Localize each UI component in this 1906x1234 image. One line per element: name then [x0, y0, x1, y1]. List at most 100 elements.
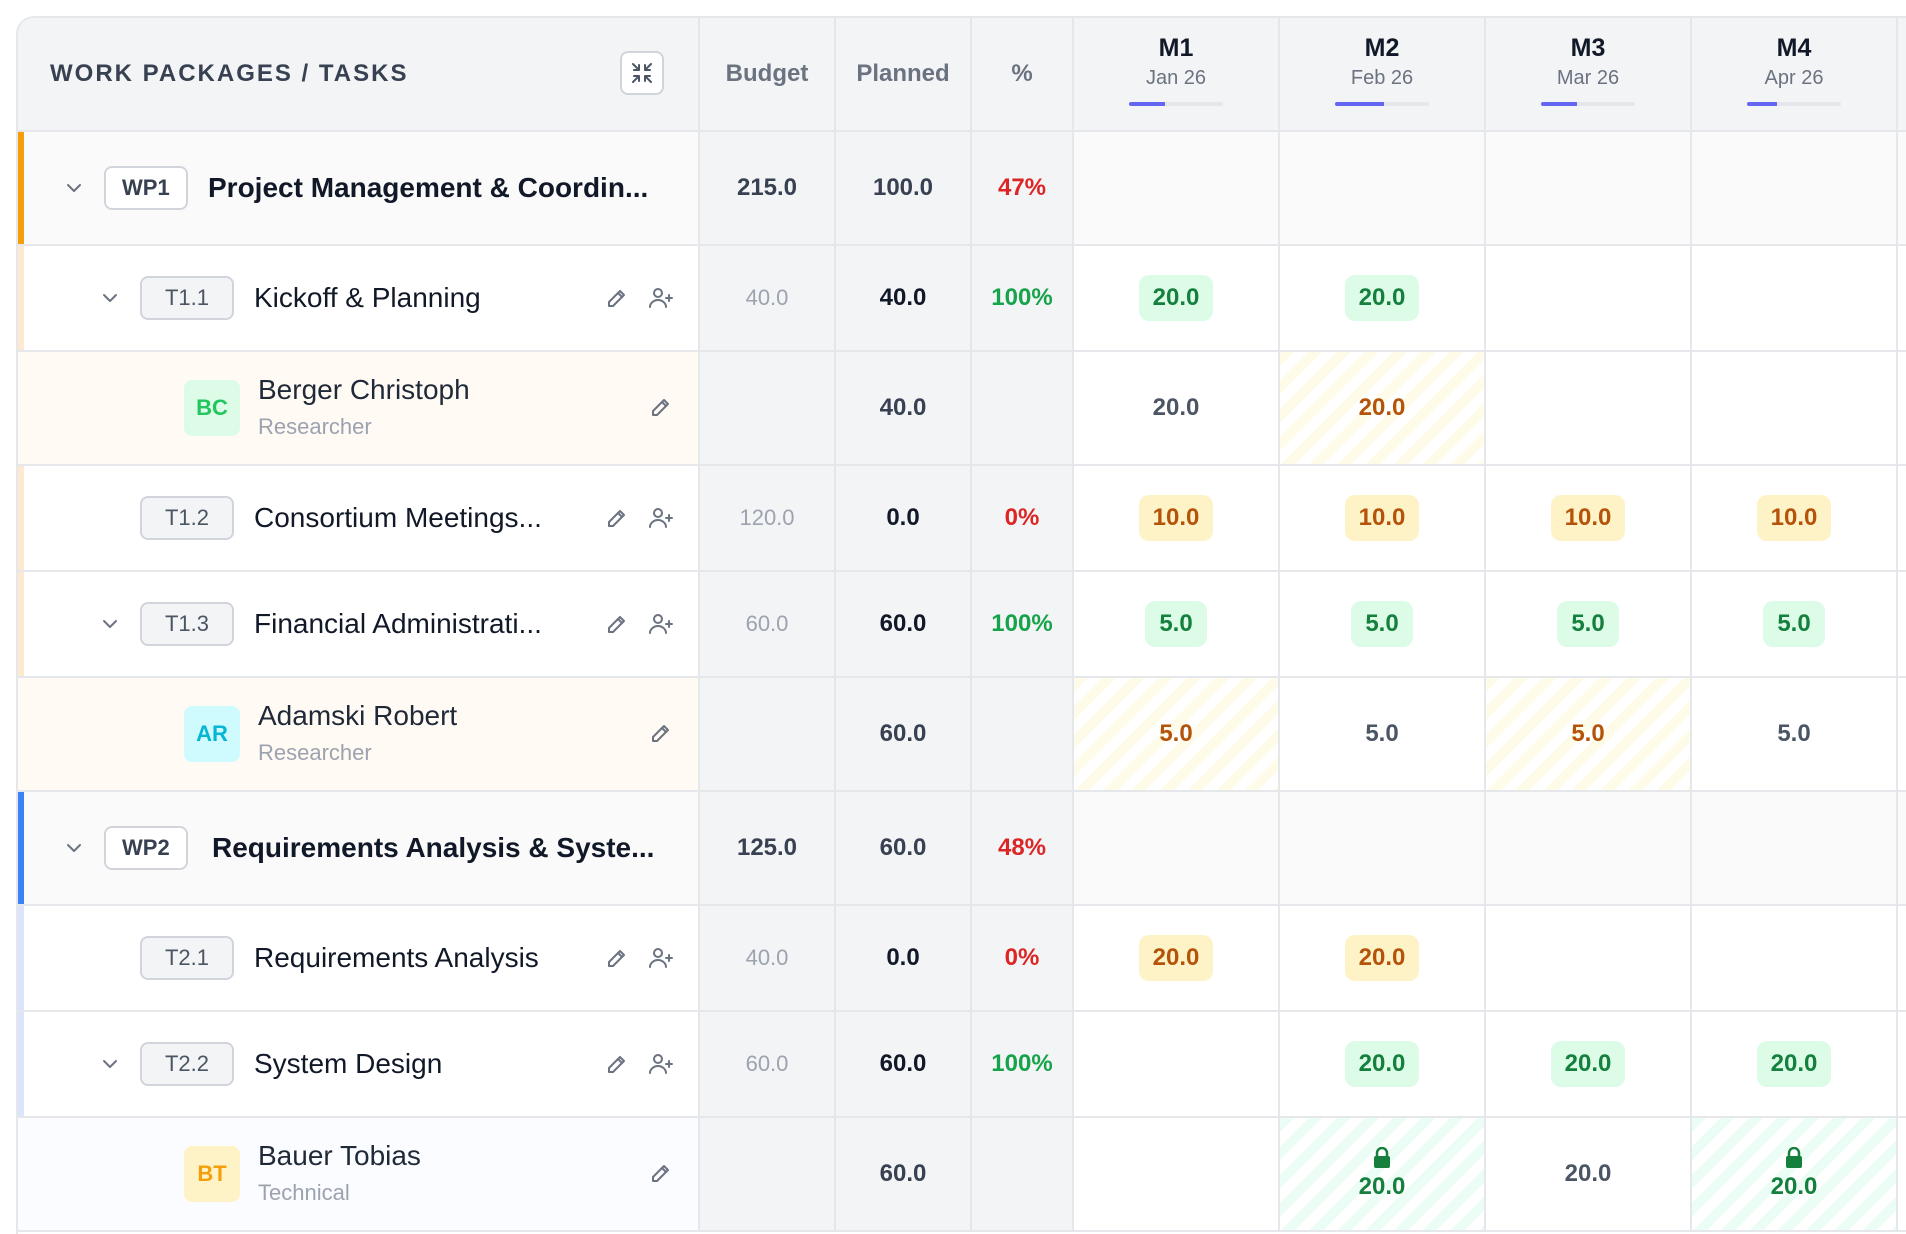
allocation-pill[interactable]: 10.0 [1344, 495, 1420, 541]
month-cell[interactable]: 5.0 [1280, 572, 1486, 676]
wp-title[interactable]: Requirements Analysis & Syste... [212, 832, 655, 863]
month-cell[interactable]: 20.0 [1074, 246, 1280, 350]
allocation-value[interactable]: 5.0 [1159, 720, 1193, 747]
task-row: T2.1 Requirements Analysis 40.0 0.0 0% 2… [18, 906, 1906, 1012]
chevron-down-icon[interactable] [96, 284, 124, 312]
month-cell[interactable]: 20.0 [1486, 1012, 1692, 1116]
allocation-value[interactable]: 20.0 [1358, 394, 1406, 421]
allocation-pill[interactable]: 10.0 [1138, 495, 1214, 541]
task-title[interactable]: Requirements Analysis [254, 942, 539, 973]
month-cell[interactable] [1486, 352, 1692, 464]
month-cell[interactable]: 5.0 [1692, 678, 1898, 790]
month-cell[interactable]: 10.0 [1074, 466, 1280, 570]
month-cell[interactable]: 20.0 [1692, 1118, 1898, 1230]
budget-cell [700, 1118, 836, 1230]
allocation-value[interactable]: 5.0 [1365, 720, 1399, 747]
allocation-pill[interactable]: 10.0 [1550, 495, 1626, 541]
month-cell[interactable]: 20.0 [1074, 906, 1280, 1010]
budget-value: 60.0 [745, 611, 789, 636]
month-cell[interactable]: 10.0 [1486, 466, 1692, 570]
percent-cell: 47% [972, 132, 1074, 244]
month-cell[interactable] [1692, 246, 1898, 350]
month-header-m3: M3 Mar 26 [1486, 18, 1692, 130]
month-cell[interactable]: 20.0 [1692, 1012, 1898, 1116]
pencil-icon[interactable] [648, 394, 674, 420]
allocation-pill[interactable]: 5.0 [1351, 601, 1413, 647]
allocation-pill[interactable]: 20.0 [1138, 275, 1214, 321]
allocation-value[interactable]: 20.0 [1770, 1173, 1818, 1200]
allocation-value[interactable]: 20.0 [1358, 1173, 1406, 1200]
budget-cell: 40.0 [700, 906, 836, 1010]
month-cell[interactable]: 20.0 [1280, 1012, 1486, 1116]
user-plus-icon[interactable] [648, 945, 674, 971]
allocation-value[interactable]: 5.0 [1777, 720, 1811, 747]
allocation-pill[interactable]: 10.0 [1756, 495, 1832, 541]
month-cell[interactable] [1692, 352, 1898, 464]
allocation-pill[interactable]: 20.0 [1550, 1041, 1626, 1087]
task-title[interactable]: Financial Administrati... [254, 608, 542, 639]
chevron-down-icon[interactable] [96, 610, 124, 638]
header-percent-label: % [1011, 60, 1033, 87]
month-cell[interactable]: 10.0 [1280, 466, 1486, 570]
allocation-pill[interactable]: 20.0 [1138, 935, 1214, 981]
task-title[interactable]: System Design [254, 1048, 443, 1079]
pencil-icon[interactable] [604, 505, 630, 531]
allocation-value[interactable]: 20.0 [1564, 1160, 1612, 1187]
task-title[interactable]: Kickoff & Planning [254, 282, 481, 313]
planned-value: 60.0 [879, 834, 927, 861]
percent-cell [972, 352, 1074, 464]
pencil-icon[interactable] [604, 1051, 630, 1077]
allocation-pill[interactable]: 5.0 [1557, 601, 1619, 647]
allocation-pill[interactable]: 20.0 [1756, 1041, 1832, 1087]
budget-cell: 125.0 [700, 792, 836, 904]
month-cell[interactable]: 5.0 [1280, 678, 1486, 790]
month-cell[interactable] [1486, 906, 1692, 1010]
wp-title[interactable]: Project Management & Coordin... [208, 172, 649, 203]
month-cell[interactable]: 20.0 [1280, 352, 1486, 464]
user-plus-icon[interactable] [648, 611, 674, 637]
month-cell[interactable]: 5.0 [1486, 678, 1692, 790]
percent-value: 100% [991, 610, 1053, 637]
month-cell[interactable] [1692, 906, 1898, 1010]
month-cell[interactable]: 20.0 [1280, 1118, 1486, 1230]
user-plus-icon[interactable] [648, 285, 674, 311]
pencil-icon[interactable] [648, 1160, 674, 1186]
month-cell[interactable]: 5.0 [1692, 572, 1898, 676]
allocation-pill[interactable]: 20.0 [1344, 1041, 1420, 1087]
month-cell[interactable]: 10.0 [1692, 466, 1898, 570]
pencil-icon[interactable] [604, 945, 630, 971]
pencil-icon[interactable] [648, 720, 674, 746]
month-cell[interactable]: 5.0 [1074, 678, 1280, 790]
allocation-value[interactable]: 5.0 [1571, 720, 1605, 747]
pencil-icon[interactable] [604, 285, 630, 311]
chevron-down-icon[interactable] [60, 174, 88, 202]
pencil-icon[interactable] [604, 611, 630, 637]
task-title[interactable]: Consortium Meetings... [254, 502, 542, 533]
chevron-down-icon[interactable] [60, 834, 88, 862]
allocation-pill[interactable]: 20.0 [1344, 935, 1420, 981]
header-title: WORK PACKAGES / TASKS [50, 60, 409, 87]
month-cell[interactable]: 20.0 [1280, 906, 1486, 1010]
overflow-cell [1898, 906, 1906, 1010]
month-cell[interactable]: 5.0 [1074, 572, 1280, 676]
user-plus-icon[interactable] [648, 505, 674, 531]
percent-value: 100% [991, 284, 1053, 311]
allocation-value[interactable]: 20.0 [1152, 394, 1200, 421]
month-cell[interactable]: 20.0 [1486, 1118, 1692, 1230]
task-name-cell: T2.1 Requirements Analysis [18, 906, 700, 1010]
collapse-all-button[interactable] [620, 51, 664, 95]
user-plus-icon[interactable] [648, 1051, 674, 1077]
budget-value: 215.0 [736, 174, 798, 201]
allocation-pill[interactable]: 5.0 [1763, 601, 1825, 647]
allocation-pill[interactable]: 20.0 [1344, 275, 1420, 321]
month-cell[interactable] [1486, 246, 1692, 350]
month-cell[interactable]: 20.0 [1074, 352, 1280, 464]
chevron-down-icon[interactable] [96, 1050, 124, 1078]
header-row: WORK PACKAGES / TASKS Budget Planned % M… [18, 18, 1906, 132]
month-cell[interactable]: 20.0 [1280, 246, 1486, 350]
percent-cell: 0% [972, 466, 1074, 570]
month-cell[interactable] [1074, 1118, 1280, 1230]
allocation-pill[interactable]: 5.0 [1145, 601, 1207, 647]
month-cell[interactable] [1074, 1012, 1280, 1116]
month-cell[interactable]: 5.0 [1486, 572, 1692, 676]
